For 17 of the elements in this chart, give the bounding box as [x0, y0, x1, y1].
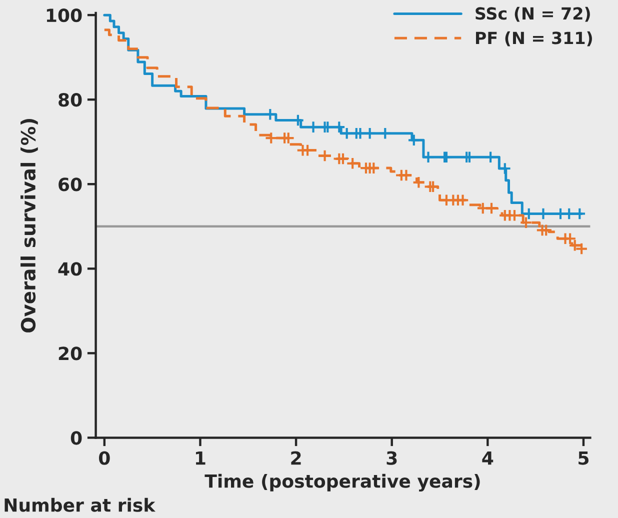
y-tick-label: 40	[58, 262, 82, 276]
y-tick-label: 60	[58, 178, 82, 192]
y-tick-label: 80	[58, 93, 82, 107]
y-tick-label: 0	[70, 431, 82, 445]
x-tick-label: 4	[482, 451, 494, 465]
text: Number at risk	[4, 498, 156, 512]
y-tick-label: 100	[46, 8, 82, 22]
x-tick-label: 5	[578, 451, 589, 465]
y-axis-title: Overall survival (%)	[20, 118, 38, 332]
y-tick-label: 20	[58, 346, 82, 360]
x-tick-label: 1	[196, 451, 206, 465]
legend-label: PF (N = 311)	[476, 31, 592, 46]
legend-label: SSc (N = 72)	[476, 6, 590, 22]
x-axis-title: Time (postoperative years)	[204, 474, 480, 492]
x-tick-label: 2	[291, 451, 301, 465]
x-tick-label: 3	[386, 451, 397, 465]
x-tick-label: 0	[98, 451, 110, 465]
